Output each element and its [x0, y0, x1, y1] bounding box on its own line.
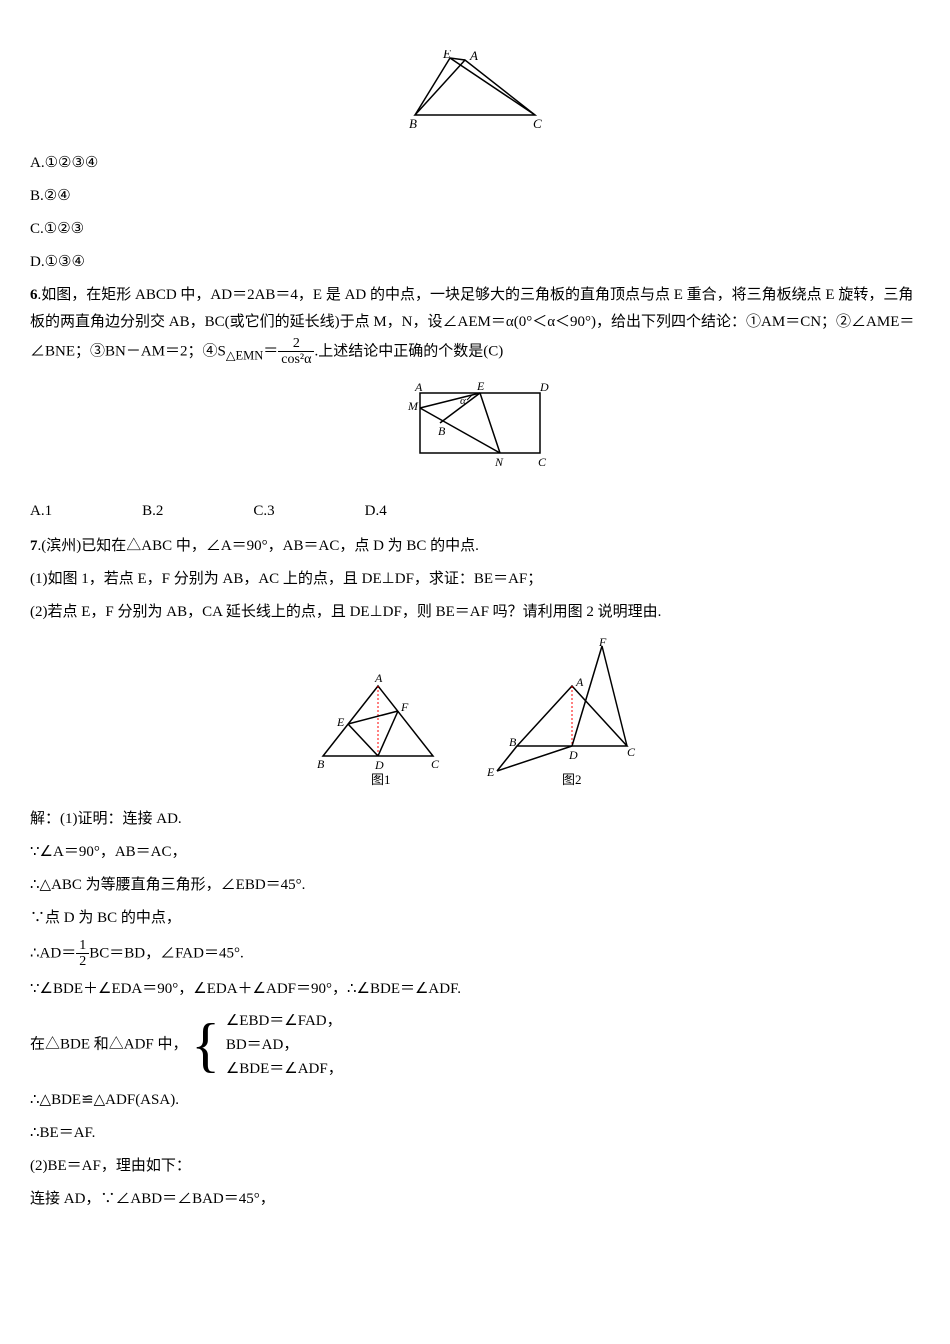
svg-text:C: C: [431, 757, 440, 771]
svg-text:E: E: [486, 765, 495, 779]
q6-opt-c: C.3: [253, 498, 274, 525]
option-b: B.②④: [30, 183, 920, 210]
svg-text:D: D: [539, 380, 549, 394]
sol-l7: 在△BDE 和△ADF 中， { ∠EBD＝∠FAD， BD＝AD， ∠BDE＝…: [30, 1009, 920, 1081]
sol-l6: ∵∠BDE＋∠EDA＝90°，∠EDA＋∠ADF＝90°，∴∠BDE＝∠ADF.: [30, 976, 920, 1003]
sol-l9: ∴BE＝AF.: [30, 1120, 920, 1147]
label-E: E: [442, 50, 451, 61]
q6-fraction: 2cos²α: [278, 336, 314, 368]
q6-options: A.1 B.2 C.3 D.4: [30, 498, 920, 525]
caption-2: 图2: [562, 772, 582, 786]
svg-text:D: D: [568, 748, 578, 762]
svg-text:C: C: [538, 455, 547, 469]
sol-frac: 12: [76, 938, 89, 970]
svg-text:B: B: [438, 424, 446, 438]
q6-eq: ＝: [263, 343, 278, 359]
label-B: B: [409, 116, 417, 130]
svg-text:M: M: [407, 399, 419, 413]
option-a: A.①②③④: [30, 150, 920, 177]
svg-text:A: A: [374, 671, 383, 685]
svg-text:F: F: [400, 700, 409, 714]
svg-text:E: E: [476, 379, 485, 393]
caption-1: 图1: [371, 772, 391, 786]
sol-l8: ∴△BDE≌△ADF(ASA).: [30, 1087, 920, 1114]
svg-text:N: N: [494, 455, 504, 469]
q7-part1: (1)如图 1，若点 E，F 分别为 AB，AC 上的点，且 DE⊥DF，求证：…: [30, 566, 920, 593]
figure-1: E A B C: [30, 50, 920, 140]
question-6: 6.如图，在矩形 ABCD 中，AD＝2AB＝4，E 是 AD 的中点，一块足够…: [30, 282, 920, 368]
svg-text:A: A: [575, 675, 584, 689]
label-A: A: [469, 50, 478, 63]
q6-opt-b: B.2: [142, 498, 163, 525]
sol-l4: ∵点 D 为 BC 的中点，: [30, 905, 920, 932]
svg-text:D: D: [374, 758, 384, 772]
figure-2: A E D M B N C α: [30, 378, 920, 488]
svg-text:α: α: [460, 395, 466, 407]
q6-opt-a: A.1: [30, 498, 52, 525]
svg-text:B: B: [317, 757, 325, 771]
option-d: D.①③④: [30, 249, 920, 276]
sol-l2: ∵∠A＝90°，AB＝AC，: [30, 839, 920, 866]
svg-text:B: B: [509, 735, 517, 749]
option-c: C.①②③: [30, 216, 920, 243]
q6-number: 6: [30, 287, 38, 303]
q6-opt-d: D.4: [365, 498, 387, 525]
sol-l1: 解：(1)证明：连接 AD.: [30, 806, 920, 833]
svg-text:E: E: [336, 715, 345, 729]
sol-l3: ∴△ABC 为等腰直角三角形，∠EBD＝45°.: [30, 872, 920, 899]
svg-text:F: F: [598, 636, 607, 649]
q6-text2: .上述结论中正确的个数是(C): [314, 343, 503, 359]
label-C: C: [533, 116, 542, 130]
brace-icon: {: [191, 1015, 220, 1075]
brace-content: ∠EBD＝∠FAD， BD＝AD， ∠BDE＝∠ADF，: [226, 1009, 343, 1081]
q7-number: 7: [30, 538, 38, 554]
question-7-head: 7.(滨州)已知在△ABC 中，∠A＝90°，AB＝AC，点 D 为 BC 的中…: [30, 533, 920, 560]
q7-head-text: .(滨州)已知在△ABC 中，∠A＝90°，AB＝AC，点 D 为 BC 的中点…: [38, 538, 479, 554]
q7-part2: (2)若点 E，F 分别为 AB，CA 延长线上的点，且 DE⊥DF，则 BE＝…: [30, 599, 920, 626]
sol-l5: ∴AD＝12BC＝BD，∠FAD＝45°.: [30, 938, 920, 970]
svg-text:A: A: [414, 380, 423, 394]
sol-l11: 连接 AD，∵∠ABD＝∠BAD＝45°，: [30, 1186, 920, 1213]
figure-3: A B C D E F 图1 A B C D E F 图2: [30, 636, 920, 796]
svg-text:C: C: [627, 745, 636, 759]
sol-l10: (2)BE＝AF，理由如下：: [30, 1153, 920, 1180]
q6-sub: △EMN: [226, 348, 263, 362]
